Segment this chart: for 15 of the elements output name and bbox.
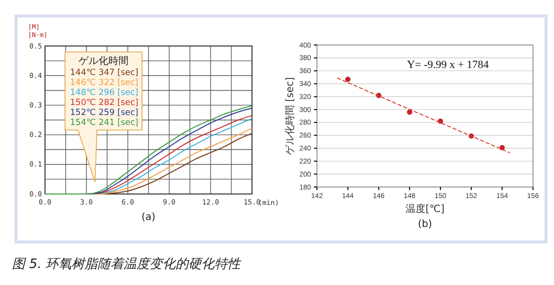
text: 146℃ 322 [sec]	[70, 78, 138, 88]
text: (b)	[418, 219, 432, 230]
annotation: Y= -9.99 x + 1784	[407, 59, 490, 71]
text: 148℃ 296 [sec]	[70, 88, 138, 98]
text: 144℃ 347 [sec]	[70, 68, 138, 78]
legend-title: ゲル化時間	[78, 55, 128, 67]
y-axis-title: ゲル化時間 [sec]	[284, 76, 296, 155]
point	[406, 109, 412, 115]
text: 152℃ 259 [sec]	[70, 108, 138, 118]
point	[345, 76, 351, 82]
caption: 图 5. 环氧树脂随着温度变化的硬化特性	[12, 256, 242, 272]
x-axis-title: 温度[℃]	[405, 203, 445, 215]
text: 154℃ 241 [sec]	[70, 118, 138, 128]
text: (a)	[142, 212, 156, 223]
text: 150℃ 282 [sec]	[70, 98, 138, 108]
